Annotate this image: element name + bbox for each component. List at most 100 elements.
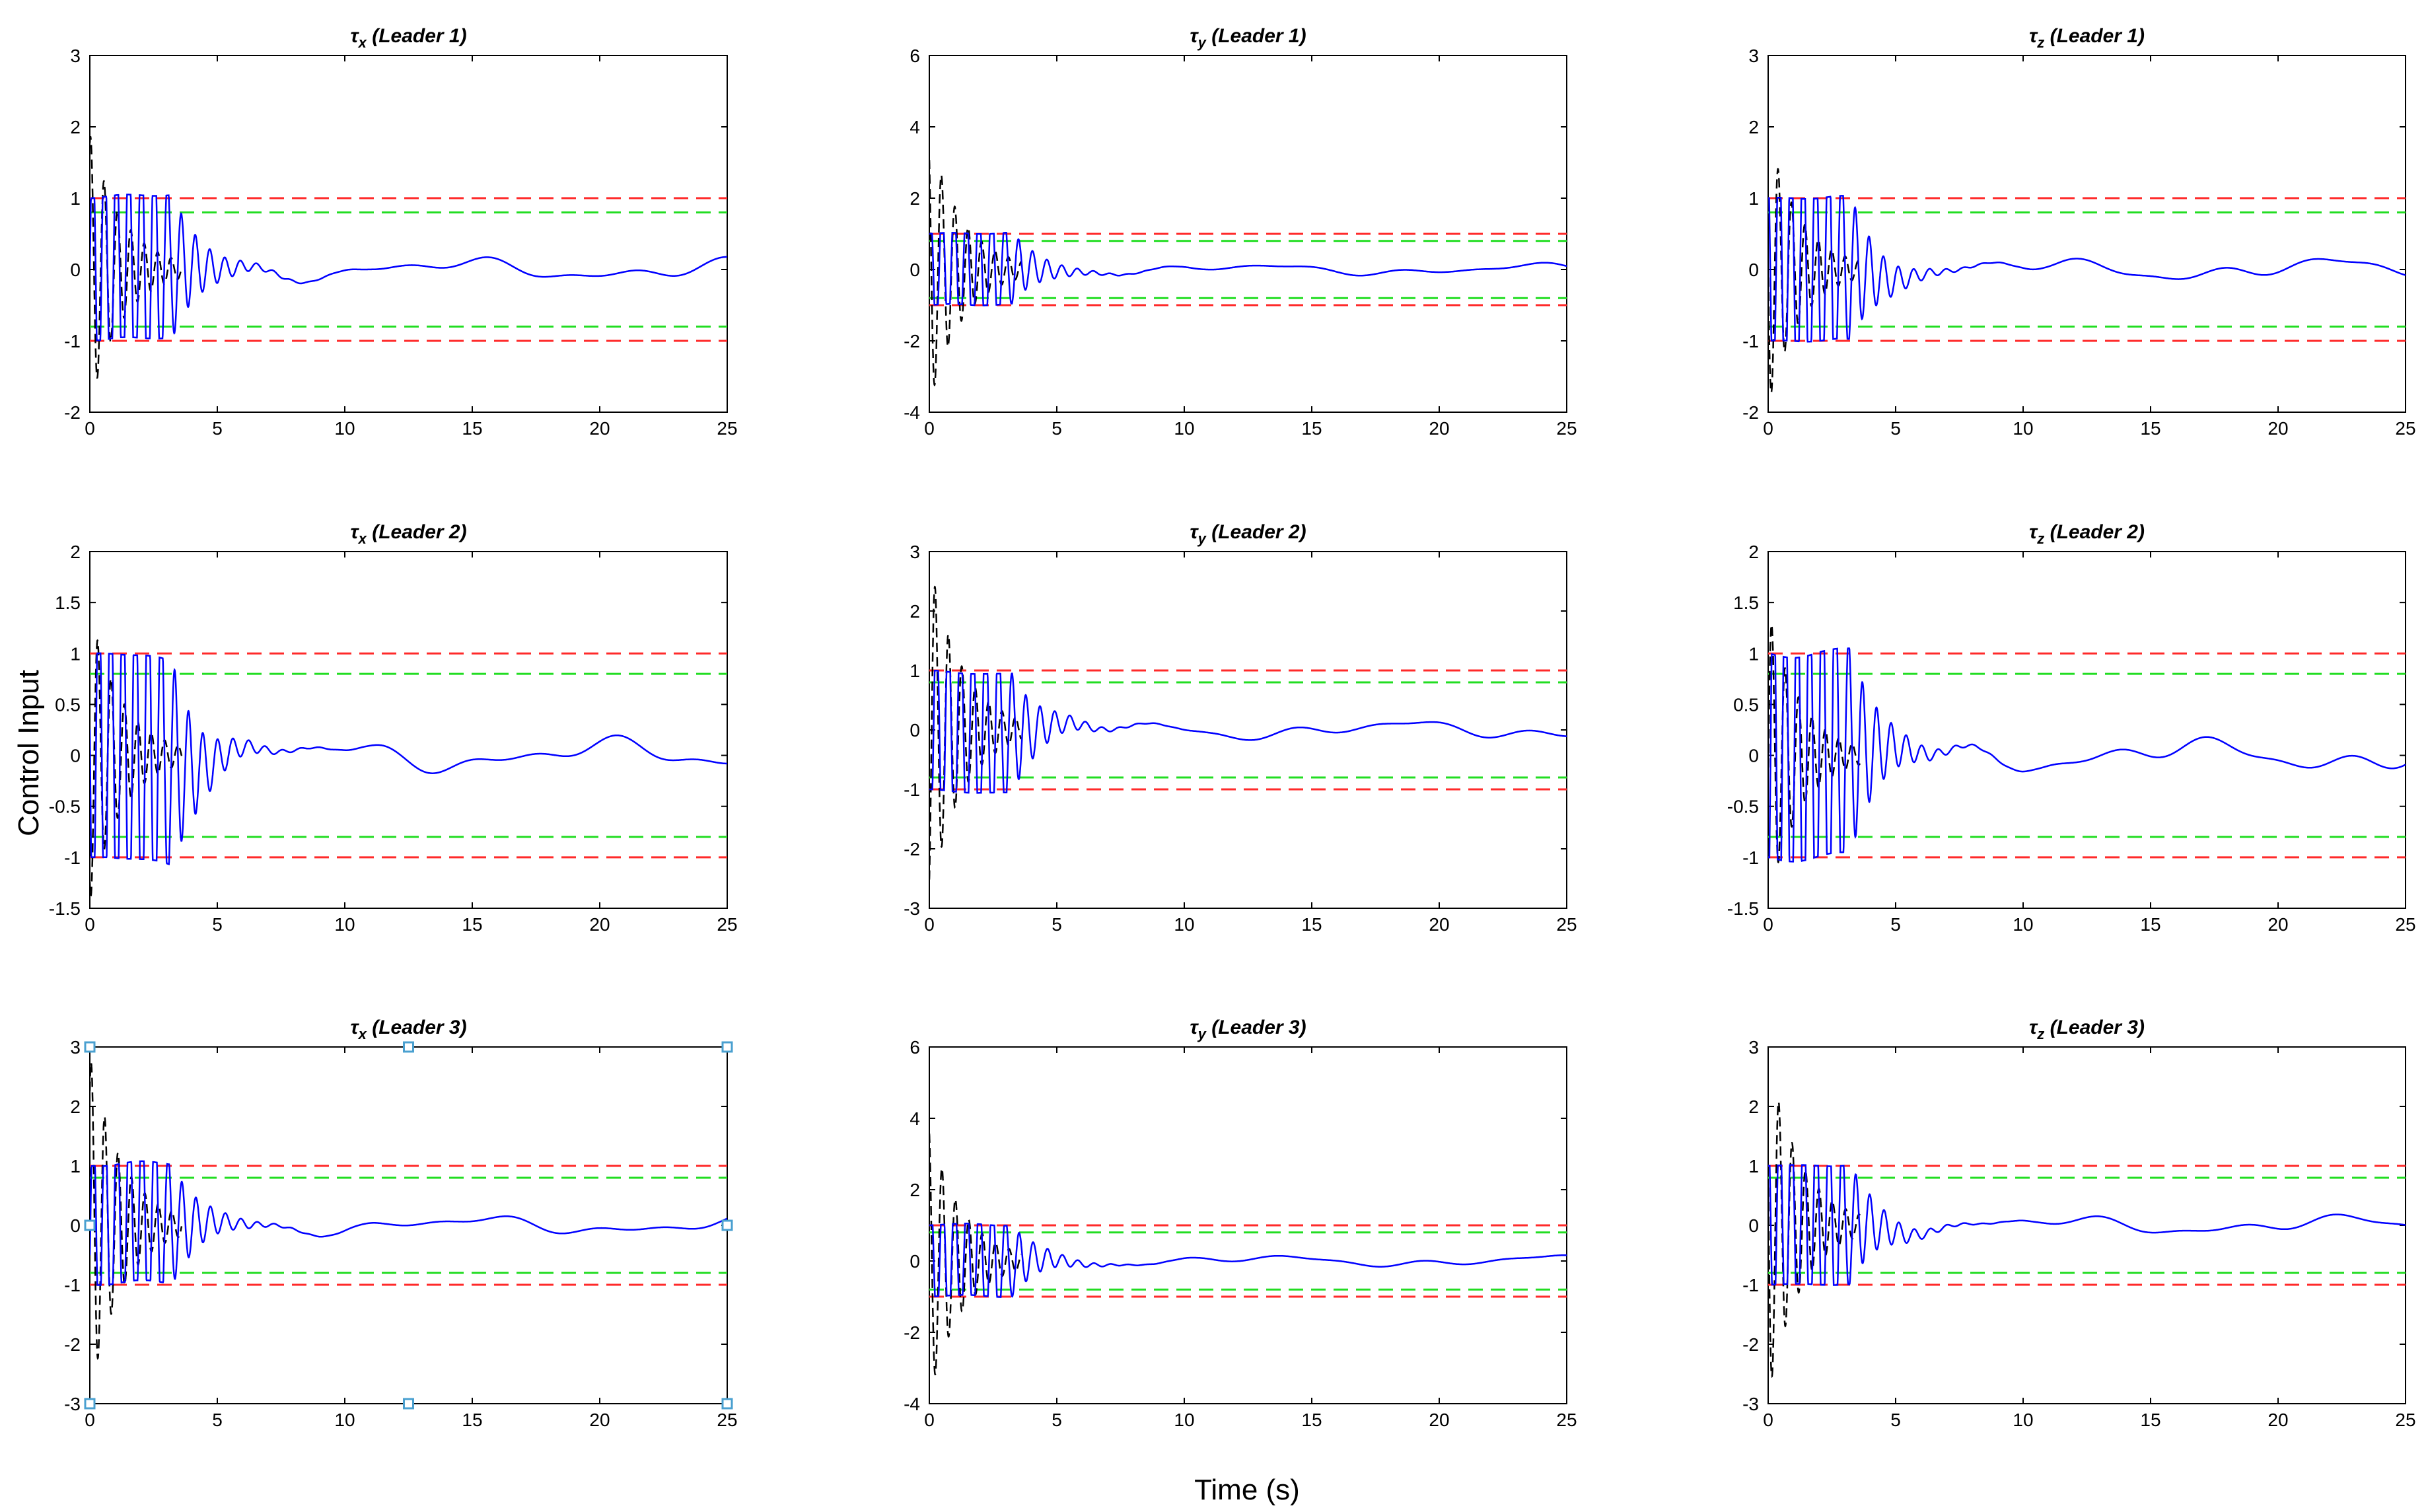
- y-tick-label: 2: [70, 542, 81, 562]
- figure-xlabel: Time (s): [1194, 1474, 1300, 1506]
- x-tick-label: 15: [2140, 1410, 2160, 1430]
- y-tick-label: 1: [70, 188, 81, 209]
- plot-area: [1768, 623, 2406, 864]
- plot-area: [90, 136, 727, 379]
- y-tick-label: 2: [1748, 117, 1759, 137]
- y-tick-label: 1: [70, 643, 81, 664]
- y-tick-label: 0: [910, 260, 920, 280]
- subplot-title: τy (Leader 3): [1190, 1017, 1306, 1042]
- y-tick-label: 2: [910, 1180, 920, 1200]
- y-tick-label: -1: [1742, 1275, 1759, 1295]
- y-tick-label: 3: [70, 46, 81, 66]
- x-tick-label: 15: [462, 1410, 482, 1430]
- y-tick-label: 0: [1748, 260, 1759, 280]
- actual-series-line: [1768, 1164, 2406, 1286]
- x-tick-label: 10: [1174, 1410, 1194, 1430]
- x-tick-label: 5: [212, 914, 223, 935]
- axes-box: [929, 551, 1567, 909]
- x-tick-label: 20: [589, 418, 610, 439]
- y-tick-label: -1.5: [49, 898, 81, 919]
- y-tick-label: -1: [64, 1275, 81, 1295]
- y-tick-label: -2: [904, 839, 920, 859]
- axes-box: [1767, 1046, 2406, 1404]
- y-tick-label: 1: [910, 661, 920, 681]
- x-tick-label: 15: [1301, 914, 1322, 935]
- nominal-series-line: [90, 1061, 183, 1360]
- y-tick-label: 0: [70, 1215, 81, 1236]
- actual-series-line: [929, 1223, 1567, 1298]
- x-tick-label: 10: [1174, 914, 1194, 935]
- selection-handle[interactable]: [403, 1041, 414, 1053]
- subplot-title: τx (Leader 2): [350, 521, 466, 547]
- actual-series-line: [929, 669, 1567, 794]
- y-tick-label: 2: [1748, 542, 1759, 562]
- plot-area: [1768, 168, 2406, 394]
- y-tick-label: -1.5: [1727, 898, 1759, 919]
- selection-handle[interactable]: [84, 1398, 96, 1410]
- y-tick-label: -1: [64, 847, 81, 868]
- y-tick-label: -2: [904, 1322, 920, 1343]
- x-tick-label: 0: [1763, 418, 1773, 439]
- x-tick-label: 25: [717, 418, 737, 439]
- subplot-title: τz (Leader 1): [2029, 25, 2145, 51]
- plot-area: [1768, 1100, 2406, 1379]
- y-tick-label: -1: [64, 331, 81, 351]
- selection-handle[interactable]: [84, 1041, 96, 1053]
- y-tick-label: 1: [1748, 643, 1759, 664]
- x-tick-label: 10: [334, 418, 355, 439]
- actual-series-line: [929, 231, 1567, 306]
- axes-box: [89, 55, 728, 413]
- actual-series-line: [1768, 195, 2406, 343]
- y-tick-label: 1: [1748, 1156, 1759, 1176]
- x-tick-label: 20: [2267, 914, 2288, 935]
- y-tick-label: 2: [70, 117, 81, 137]
- axes-box: [89, 551, 728, 909]
- x-tick-label: 10: [334, 914, 355, 935]
- plot-area: [929, 1133, 1567, 1376]
- x-tick-label: 20: [2267, 418, 2288, 439]
- x-tick-label: 25: [1556, 418, 1577, 439]
- y-tick-label: 3: [910, 542, 920, 562]
- y-tick-label: -1: [904, 779, 920, 800]
- selection-handle[interactable]: [403, 1398, 414, 1410]
- x-tick-label: 5: [1052, 1410, 1062, 1430]
- y-tick-label: -3: [904, 898, 920, 919]
- x-tick-label: 15: [1301, 1410, 1322, 1430]
- x-tick-label: 25: [1556, 1410, 1577, 1430]
- plot-area: [90, 1061, 727, 1360]
- selection-handle[interactable]: [721, 1041, 733, 1053]
- y-tick-label: 1: [70, 1156, 81, 1176]
- x-tick-label: 25: [717, 1410, 737, 1430]
- y-tick-label: 0: [70, 746, 81, 766]
- x-tick-label: 25: [1556, 914, 1577, 935]
- selection-handle[interactable]: [721, 1219, 733, 1231]
- actual-series-line: [90, 194, 727, 342]
- figure-ylabel: Control Input: [13, 670, 45, 836]
- x-tick-label: 15: [2140, 418, 2160, 439]
- x-tick-label: 5: [212, 418, 223, 439]
- x-tick-label: 20: [2267, 1410, 2288, 1430]
- x-tick-label: 5: [1890, 914, 1901, 935]
- subplot-4: τx (Leader 2) 0 5 10 15 20 25 2 1.5 1 0.5 0 -0.5 -1 -1…: [49, 521, 738, 935]
- x-tick-label: 15: [462, 418, 482, 439]
- x-tick-label: 5: [1052, 914, 1062, 935]
- y-tick-label: -1: [1742, 331, 1759, 351]
- y-tick-label: 0.5: [1733, 694, 1759, 715]
- y-tick-label: -2: [64, 402, 81, 423]
- y-tick-label: -0.5: [1727, 797, 1759, 817]
- x-tick-label: 25: [717, 914, 737, 935]
- x-tick-label: 0: [85, 914, 95, 935]
- selection-handle[interactable]: [84, 1219, 96, 1231]
- y-tick-label: 1.5: [1733, 593, 1759, 613]
- subplot-title: τz (Leader 3): [2029, 1017, 2145, 1042]
- y-tick-label: -2: [1742, 402, 1759, 423]
- nominal-series-line: [90, 136, 183, 379]
- x-tick-label: 15: [1301, 418, 1322, 439]
- selection-handle[interactable]: [721, 1398, 733, 1410]
- x-tick-label: 0: [924, 418, 935, 439]
